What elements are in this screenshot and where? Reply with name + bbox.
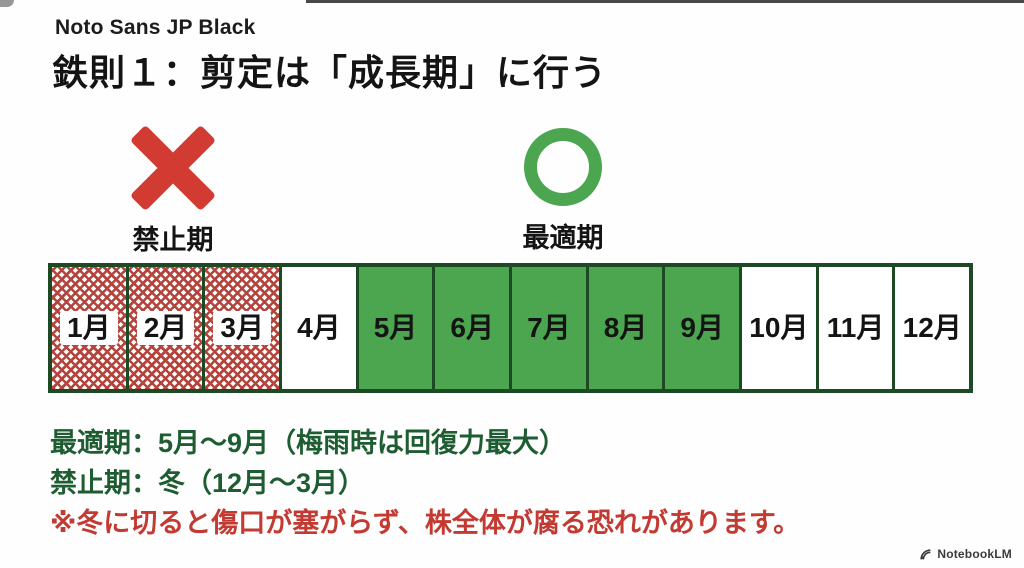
month-cell-7月: 7月 — [512, 267, 589, 389]
month-cell-8月: 8月 — [588, 267, 666, 389]
notebooklm-logo-icon — [920, 548, 931, 559]
month-label: 6月 — [450, 311, 494, 343]
month-cell-11月: 11月 — [818, 267, 896, 389]
legend-optimal: 最適期 — [498, 128, 628, 255]
month-cell-10月: 10月 — [742, 267, 819, 389]
optimal-circle-icon — [524, 128, 602, 206]
month-label: 4月 — [297, 311, 341, 343]
watermark: NotebookLM — [919, 547, 1012, 561]
prohibited-label: 禁止期 — [132, 225, 214, 255]
font-name-label: Noto Sans JP Black — [55, 16, 256, 39]
video-edge-artifact-left — [0, 0, 14, 7]
month-cell-9月: 9月 — [665, 267, 743, 389]
month-label: 7月 — [527, 311, 571, 343]
month-label: 12月 — [902, 311, 962, 343]
watermark-text: NotebookLM — [937, 547, 1012, 561]
month-cell-6月: 6月 — [435, 267, 513, 389]
month-label: 10月 — [749, 311, 809, 343]
month-cell-1月: 1月 — [52, 267, 129, 389]
month-cell-4月: 4月 — [282, 267, 359, 389]
month-label: 9月 — [680, 311, 724, 343]
month-label: 1月 — [60, 310, 118, 346]
notes-block: 最適期：5月〜9月（梅雨時は回復力最大） 禁止期：冬（12月〜3月） ※冬に切ると傷… — [50, 423, 800, 543]
month-label: 2月 — [136, 310, 195, 346]
month-cell-3月: 3月 — [205, 267, 283, 389]
note-line-3: ※冬に切ると傷口が塞がらず、株全体が腐る恐れがあります。 — [50, 508, 801, 538]
month-label: 11月 — [826, 311, 885, 343]
page-title: 鉄則１：剪定は「成長期」に行う — [52, 52, 608, 93]
month-label: 3月 — [213, 310, 271, 346]
prohibited-x-icon — [129, 124, 217, 212]
month-cell-12月: 12月 — [895, 267, 970, 389]
video-edge-artifact-right — [306, 0, 1024, 3]
month-label: 8月 — [603, 311, 648, 343]
note-line-1: 最適期：5月〜9月（梅雨時は回復力最大） — [50, 428, 567, 458]
note-line-2: 禁止期：冬（12月〜3月） — [50, 468, 366, 498]
month-cell-5月: 5月 — [358, 267, 436, 389]
month-cell-2月: 2月 — [128, 267, 206, 389]
legend-prohibited: 禁止期 — [108, 124, 238, 257]
month-label: 5月 — [373, 311, 418, 343]
optimal-label: 最適期 — [522, 223, 604, 253]
month-calendar-band: 1月 2月 3月 4月 5月 6月 7月 8月 9月 10月 11月 12月 — [48, 263, 973, 393]
